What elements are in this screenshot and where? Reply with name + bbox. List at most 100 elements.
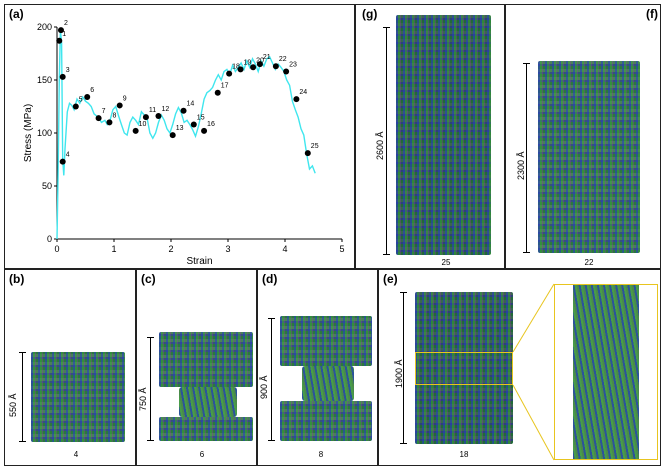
data-point-24 [293, 96, 300, 103]
panel-d: (d) 900 Å 8 [257, 269, 378, 466]
data-point-4 [59, 158, 66, 165]
point-label-5: 5 [79, 97, 83, 104]
panel-label-b: (b) [9, 272, 25, 286]
data-point-6 [84, 93, 91, 100]
point-label-2: 2 [64, 20, 68, 27]
data-point-25 [304, 150, 311, 157]
point-label-22: 22 [279, 56, 287, 63]
data-point-12 [155, 113, 162, 120]
point-label-7: 7 [102, 108, 106, 115]
point-label-21: 21 [263, 54, 271, 61]
data-point-19 [237, 66, 244, 73]
zoom-box-small [415, 352, 513, 385]
y-tick-label: 50 [42, 181, 52, 191]
data-point-1 [56, 37, 63, 44]
scale-bar-c [147, 337, 154, 441]
x-tick-label: 2 [168, 244, 173, 254]
point-label-16: 16 [207, 121, 215, 128]
y-tick-label: 100 [37, 128, 52, 138]
point-label-15: 15 [197, 115, 205, 122]
y-tick-label: 0 [47, 234, 52, 244]
panel-label-a: (a) [9, 7, 24, 21]
frame-number-c: 6 [199, 450, 205, 459]
panel-g: (g) 2600 Å 25 [355, 4, 505, 269]
point-label-1: 1 [62, 31, 66, 38]
x-tick-label: 0 [54, 244, 59, 254]
scale-bar-e [400, 292, 407, 444]
zoom-box-large [554, 284, 658, 460]
y-tick-label: 150 [37, 75, 52, 85]
panel-label-d: (d) [262, 272, 278, 286]
data-point-2 [57, 27, 64, 34]
point-label-23: 23 [289, 62, 297, 69]
data-point-16 [201, 127, 208, 134]
point-label-20: 20 [256, 57, 264, 64]
simulation-snapshot-g [396, 15, 491, 255]
data-point-21 [256, 61, 263, 68]
frame-number-e: 18 [459, 450, 469, 459]
data-point-3 [59, 73, 66, 80]
frame-number-f: 22 [584, 258, 594, 267]
panel-label-c: (c) [141, 272, 156, 286]
panel-e: (e) 1900 Å 18 [378, 269, 661, 466]
scale-label-f: 2300 Å [516, 151, 526, 180]
panel-label-f: (f) [646, 7, 658, 21]
panel-label-e: (e) [383, 272, 398, 286]
point-label-11: 11 [149, 107, 156, 114]
simulation-snapshot-f [538, 61, 640, 253]
data-point-17 [214, 89, 221, 96]
x-tick-label: 4 [282, 244, 287, 254]
point-label-9: 9 [123, 95, 127, 102]
point-label-4: 4 [66, 152, 70, 159]
point-label-24: 24 [299, 89, 307, 96]
stress-curve [56, 30, 316, 240]
panel-label-g: (g) [362, 7, 378, 21]
simulation-neck-d [302, 366, 354, 401]
simulation-neck-c [179, 387, 237, 417]
point-label-3: 3 [66, 67, 70, 74]
data-point-8 [106, 119, 113, 126]
x-axis-title: Strain [186, 256, 212, 267]
zoomed-fibrils [573, 285, 639, 459]
panel-b: (b) 550 Å 4 [4, 269, 136, 466]
simulation-snapshot-d-bottom [280, 401, 372, 441]
point-label-14: 14 [187, 101, 195, 108]
data-point-5 [72, 103, 79, 110]
x-tick-label: 5 [339, 244, 344, 254]
data-point-7 [95, 115, 102, 122]
point-label-25: 25 [311, 143, 319, 150]
scale-bar-f [523, 63, 530, 253]
scale-bar-b [19, 352, 26, 442]
point-label-19: 19 [244, 59, 252, 66]
simulation-snapshot-b [31, 352, 125, 442]
point-label-12: 12 [161, 106, 169, 113]
x-tick-label: 3 [225, 244, 230, 254]
scale-bar-g [383, 27, 390, 255]
data-point-13 [169, 132, 176, 139]
data-point-14 [180, 107, 187, 114]
y-axis-title: Stress (MPa) [23, 104, 34, 162]
simulation-snapshot-c-top [159, 332, 253, 387]
data-point-9 [116, 102, 123, 109]
scale-label-b: 550 Å [8, 393, 18, 417]
point-label-18: 18 [232, 64, 240, 71]
panel-f: (f) 2300 Å 22 [505, 4, 661, 269]
simulation-snapshot-d-top [280, 316, 372, 366]
data-point-23 [283, 68, 290, 75]
data-point-18 [226, 70, 233, 77]
point-label-6: 6 [90, 87, 94, 94]
y-tick-label: 200 [37, 22, 52, 32]
x-tick-label: 1 [111, 244, 116, 254]
panel-c: (c) 750 Å 6 [136, 269, 257, 466]
frame-number-g: 25 [441, 258, 451, 267]
simulation-snapshot-e [415, 292, 513, 444]
frame-number-d: 8 [318, 450, 324, 459]
data-point-20 [250, 64, 257, 71]
scale-label-g: 2600 Å [375, 131, 385, 160]
point-label-13: 13 [176, 125, 184, 132]
point-label-10: 10 [139, 121, 147, 128]
scale-bar-d [268, 318, 275, 441]
scale-label-d: 900 Å [259, 375, 269, 399]
simulation-snapshot-c-bottom [159, 417, 253, 441]
